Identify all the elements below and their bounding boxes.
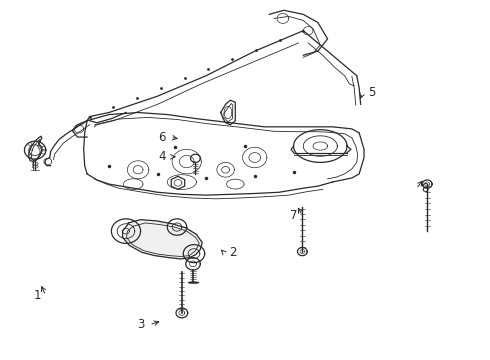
Text: 1: 1 [33, 289, 41, 302]
Polygon shape [122, 220, 202, 259]
Text: 3: 3 [137, 318, 144, 331]
Text: 6: 6 [158, 131, 165, 144]
Text: 2: 2 [229, 247, 237, 260]
Text: 5: 5 [368, 86, 375, 99]
Text: 4: 4 [159, 150, 166, 163]
Text: 7: 7 [290, 209, 297, 222]
Text: 8: 8 [421, 183, 428, 195]
